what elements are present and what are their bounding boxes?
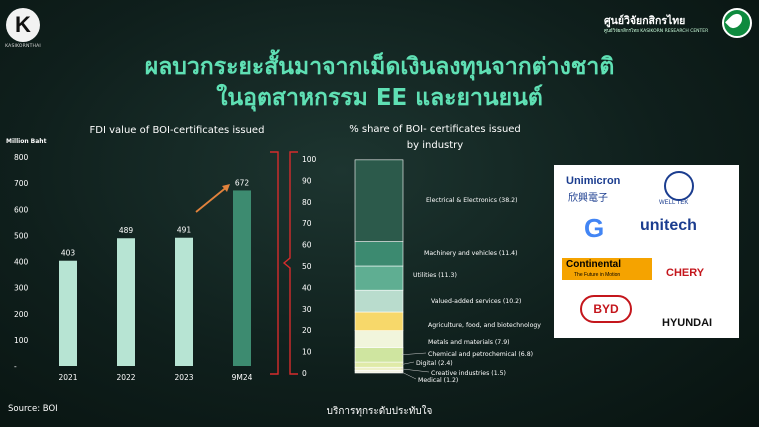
chart1-ytick: 700 xyxy=(14,179,29,188)
chart1-ytick: 600 xyxy=(14,205,29,214)
chart1-title: FDI value of BOI-certificates issued xyxy=(89,125,265,136)
chart2-segment xyxy=(354,347,404,363)
chart2-segment-label: Medical (1.2) xyxy=(418,377,458,384)
red-bracket-left xyxy=(270,151,279,375)
chart2-segment xyxy=(354,311,404,331)
chart2-segment xyxy=(354,159,404,242)
chart1-category-label: 9M24 xyxy=(232,373,253,382)
chart2-leader-line xyxy=(400,368,430,373)
chart1-ytick: 800 xyxy=(14,153,29,162)
investor-brands-panel: Unimicron 欣興電子 WELL TEK G unitech Contin… xyxy=(554,165,739,338)
slide-title-line1: ผลบวกระยะสั้นมาจากเม็ดเงินลงทุนจากต่างชา… xyxy=(144,54,615,80)
brand-welltek: WELL TEK xyxy=(659,200,689,206)
chart2-ytick: 90 xyxy=(302,176,312,185)
chart2-segment-label: Utilities (11.3) xyxy=(413,272,457,279)
brand-hyundai: HYUNDAI xyxy=(662,317,713,329)
chart2-ytick: 70 xyxy=(302,219,312,228)
source-note: Source: BOI xyxy=(8,404,58,414)
chart1-ytick: 200 xyxy=(14,310,29,319)
chart1-ytick: - xyxy=(14,362,17,371)
chart2-leader-line xyxy=(400,352,427,356)
chart1-value-label: 491 xyxy=(177,226,192,235)
chart2-ytick: 0 xyxy=(302,369,307,378)
chart1-ytick: 500 xyxy=(14,231,29,240)
chart2-segment xyxy=(354,370,404,374)
brand-continental: Continental xyxy=(566,259,621,270)
chart2-segment-label: Machinery and vehicles (11.4) xyxy=(424,250,518,257)
chart2-segment xyxy=(354,361,404,368)
chart2-ytick: 20 xyxy=(302,326,312,335)
chart1-category-label: 2023 xyxy=(174,373,193,382)
brand-subtitle: ศูนย์วิจัยกสิกรไทย KASIKORN RESEARCH CEN… xyxy=(604,29,709,34)
chart1-y-unit: Million Baht xyxy=(6,138,47,145)
chart2-ytick: 60 xyxy=(302,241,312,250)
chart2-ytick: 10 xyxy=(302,348,312,357)
chart2-segment-label: Electrical & Electronics (38.2) xyxy=(426,197,518,204)
chart1-bar xyxy=(117,238,135,366)
chart2-segment-label: Metals and materials (7.9) xyxy=(428,339,510,346)
footer-slogan: บริการทุกระดับประทับใจ xyxy=(326,406,433,417)
chart2-ytick: 40 xyxy=(302,283,312,292)
chart2-leader-line xyxy=(400,361,415,365)
chart2-segment xyxy=(354,241,404,267)
brand-continental-box xyxy=(562,258,652,280)
chart2-ytick: 100 xyxy=(302,155,317,164)
chart1-category-label: 2021 xyxy=(58,373,77,382)
chart2-segment xyxy=(354,289,404,313)
red-bracket-right xyxy=(282,151,298,375)
chart2-segment xyxy=(354,366,404,371)
chart1-ytick: 100 xyxy=(14,336,29,345)
brand-google: G xyxy=(584,213,605,243)
brand-unimicron: Unimicron xyxy=(566,175,621,187)
chart2-segment-label: Digital (2.4) xyxy=(416,360,453,367)
kasikorn-logo: K xyxy=(6,8,40,42)
chart1-bar xyxy=(59,260,77,366)
chart2-leader-line xyxy=(400,371,417,380)
chart1-ytick: 400 xyxy=(14,258,29,267)
chart1-category-label: 2022 xyxy=(116,373,135,382)
chart1-value-label: 489 xyxy=(119,226,134,235)
brand-chery: CHERY xyxy=(666,267,705,279)
chart1-value-label: 403 xyxy=(61,249,76,258)
slide-title-line2: ในอุตสาหกรรม EE และยานยนต์ xyxy=(216,85,543,111)
chart2-title-line1: % share of BOI- certificates issued xyxy=(349,124,521,135)
chart2-segment-label: Creative industries (1.5) xyxy=(431,370,506,377)
chart1-value-label: 672 xyxy=(235,178,250,187)
growth-arrow xyxy=(195,185,229,213)
chart1-ytick: 300 xyxy=(14,284,29,293)
fdi-bar-chart: 800 700 600 500 400 300 200 100 - 403 2021 489 2022 4… xyxy=(14,151,298,382)
chart2-title-line2: by industry xyxy=(406,140,464,151)
chart2-segment-label: Valued-added services (10.2) xyxy=(431,298,521,305)
chart2-segment-label: Agriculture, food, and biotechnology xyxy=(428,322,541,329)
logo-letter: K xyxy=(15,12,31,37)
growth-arrow-head xyxy=(222,184,230,192)
brand-unimicron-cn: 欣興電子 xyxy=(568,193,608,204)
chart2-segment-label: Chemical and petrochemical (6.8) xyxy=(428,351,533,358)
chart2-segment xyxy=(354,330,404,348)
logo-text: KASIKORNTHAI xyxy=(5,44,41,49)
brand-name-thai: ศูนย์วิจัยกสิกรไทย xyxy=(604,15,686,27)
chart2-ytick: 30 xyxy=(302,305,312,314)
chart2-ytick: 80 xyxy=(302,198,312,207)
brand-continental-tagline: The Future in Motion xyxy=(574,272,621,278)
chart1-bar xyxy=(233,190,251,366)
brand-welltek-logo-icon xyxy=(664,171,694,201)
brand-unitech: unitech xyxy=(640,217,697,234)
chart2-segment xyxy=(354,265,404,291)
chart2-ytick: 50 xyxy=(302,262,312,271)
brand-byd: BYD xyxy=(580,295,632,323)
chart1-bar xyxy=(175,237,193,366)
